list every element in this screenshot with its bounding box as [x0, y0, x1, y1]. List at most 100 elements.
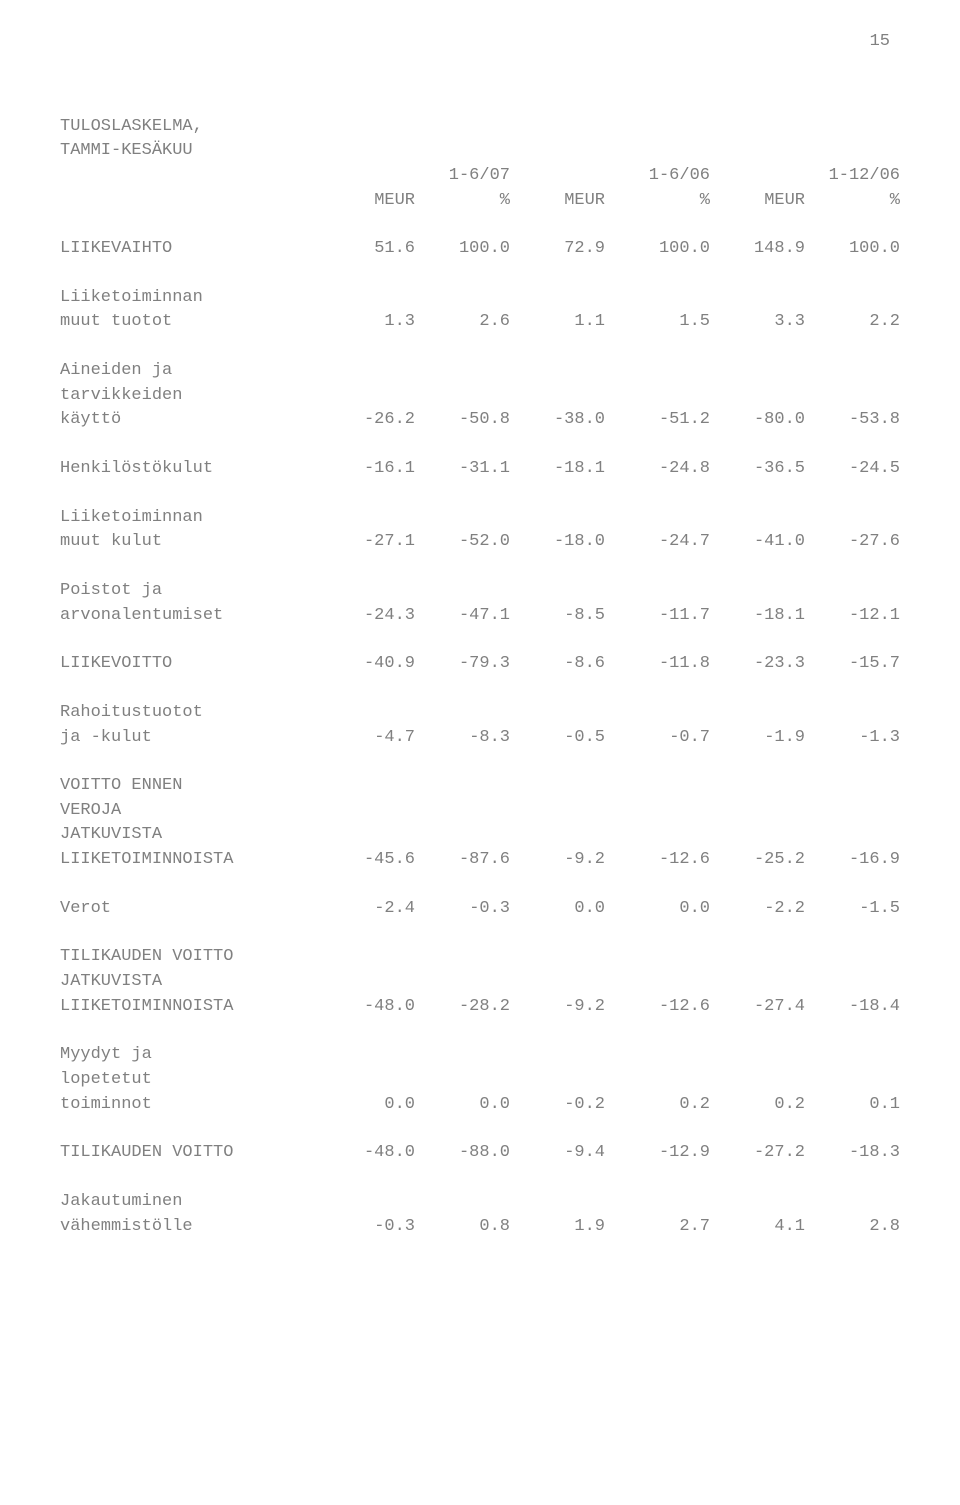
- table-cell: [805, 921, 900, 945]
- table-cell: [710, 213, 805, 237]
- table-cell: [510, 359, 605, 384]
- value-cell: -16.1: [320, 457, 415, 482]
- value-cell: 51.6: [320, 237, 415, 262]
- table-cell: [605, 262, 710, 286]
- row-label: VEROJA: [60, 799, 320, 824]
- value-cell: -18.3: [805, 1141, 900, 1166]
- period-header-row: 1-6/071-6/061-12/06: [60, 164, 900, 189]
- table-cell: [510, 262, 605, 286]
- table-cell: [605, 433, 710, 457]
- value-cell: -87.6: [415, 848, 510, 873]
- value-cell: -41.0: [710, 530, 805, 555]
- table-cell: [415, 1117, 510, 1141]
- table-cell: [415, 335, 510, 359]
- table-cell: [605, 555, 710, 579]
- value-cell: 0.0: [510, 897, 605, 922]
- table-cell: [710, 262, 805, 286]
- value-cell: -0.3: [415, 897, 510, 922]
- value-cell: -8.6: [510, 652, 605, 677]
- title-row: TULOSLASKELMA,: [60, 115, 900, 140]
- table-cell: [320, 579, 415, 604]
- table-row: vähemmistölle-0.30.81.92.74.12.8: [60, 1215, 900, 1240]
- table-row: käyttö-26.2-50.8-38.0-51.2-80.0-53.8: [60, 408, 900, 433]
- value-cell: -24.3: [320, 604, 415, 629]
- page-number: 15: [60, 30, 900, 55]
- table-cell: [605, 774, 710, 799]
- row-label: muut tuotot: [60, 310, 320, 335]
- header-pct: %: [415, 189, 510, 214]
- table-cell: [605, 359, 710, 384]
- table-cell: [710, 1068, 805, 1093]
- row-label: muut kulut: [60, 530, 320, 555]
- table-row: LIIKETOIMINNOISTA-45.6-87.6-9.2-12.6-25.…: [60, 848, 900, 873]
- table-cell: [710, 628, 805, 652]
- table-cell: [510, 286, 605, 311]
- table-cell: [805, 482, 900, 506]
- table-row: lopetetut: [60, 1068, 900, 1093]
- value-cell: -31.1: [415, 457, 510, 482]
- table-cell: [510, 774, 605, 799]
- table-cell: [605, 506, 710, 531]
- table-cell: [710, 286, 805, 311]
- value-cell: 1.9: [510, 1215, 605, 1240]
- table-cell: [710, 1043, 805, 1068]
- spacer-row: [60, 677, 900, 701]
- table-cell: [605, 286, 710, 311]
- unit-header-row: MEUR%MEUR%MEUR%: [60, 189, 900, 214]
- value-cell: -28.2: [415, 995, 510, 1020]
- value-cell: 3.3: [710, 310, 805, 335]
- value-cell: -0.3: [320, 1215, 415, 1240]
- value-cell: -26.2: [320, 408, 415, 433]
- value-cell: 0.8: [415, 1215, 510, 1240]
- value-cell: -0.7: [605, 726, 710, 751]
- value-cell: -2.2: [710, 897, 805, 922]
- table-cell: [415, 213, 510, 237]
- table-cell: [710, 677, 805, 701]
- spacer-row: [60, 1117, 900, 1141]
- table-cell: [60, 482, 320, 506]
- table-cell: [710, 701, 805, 726]
- row-label: käyttö: [60, 408, 320, 433]
- table-cell: [510, 873, 605, 897]
- table-cell: [605, 482, 710, 506]
- table-cell: [805, 945, 900, 970]
- table-cell: [805, 970, 900, 995]
- row-label: Rahoitustuotot: [60, 701, 320, 726]
- spacer-row: [60, 433, 900, 457]
- table-cell: [710, 1117, 805, 1141]
- table-cell: [805, 384, 900, 409]
- table-row: LIIKEVAIHTO51.6100.072.9100.0148.9100.0: [60, 237, 900, 262]
- row-label: Verot: [60, 897, 320, 922]
- table-cell: [510, 213, 605, 237]
- title-cell: TULOSLASKELMA,: [60, 115, 320, 140]
- header-unit: MEUR: [320, 189, 415, 214]
- table-cell: [805, 433, 900, 457]
- table-cell: [605, 1190, 710, 1215]
- table-cell: [415, 823, 510, 848]
- row-label: tarvikkeiden: [60, 384, 320, 409]
- table-cell: [320, 139, 415, 164]
- table-row: Poistot ja: [60, 579, 900, 604]
- table-cell: [60, 873, 320, 897]
- value-cell: 100.0: [605, 237, 710, 262]
- spacer-row: [60, 482, 900, 506]
- table-cell: [805, 1166, 900, 1190]
- table-cell: [320, 628, 415, 652]
- table-cell: [320, 555, 415, 579]
- table-cell: [710, 873, 805, 897]
- table-cell: [605, 335, 710, 359]
- value-cell: -27.4: [710, 995, 805, 1020]
- row-label: VOITTO ENNEN: [60, 774, 320, 799]
- table-cell: [605, 139, 710, 164]
- row-label: Liiketoiminnan: [60, 286, 320, 311]
- table-row: Verot-2.4-0.30.00.0-2.2-1.5: [60, 897, 900, 922]
- spacer-row: [60, 628, 900, 652]
- table-cell: [320, 335, 415, 359]
- table-cell: [510, 1117, 605, 1141]
- title-row: TAMMI-KESÄKUU: [60, 139, 900, 164]
- table-cell: [320, 506, 415, 531]
- value-cell: 2.8: [805, 1215, 900, 1240]
- spacer-row: [60, 555, 900, 579]
- value-cell: 4.1: [710, 1215, 805, 1240]
- table-cell: [415, 701, 510, 726]
